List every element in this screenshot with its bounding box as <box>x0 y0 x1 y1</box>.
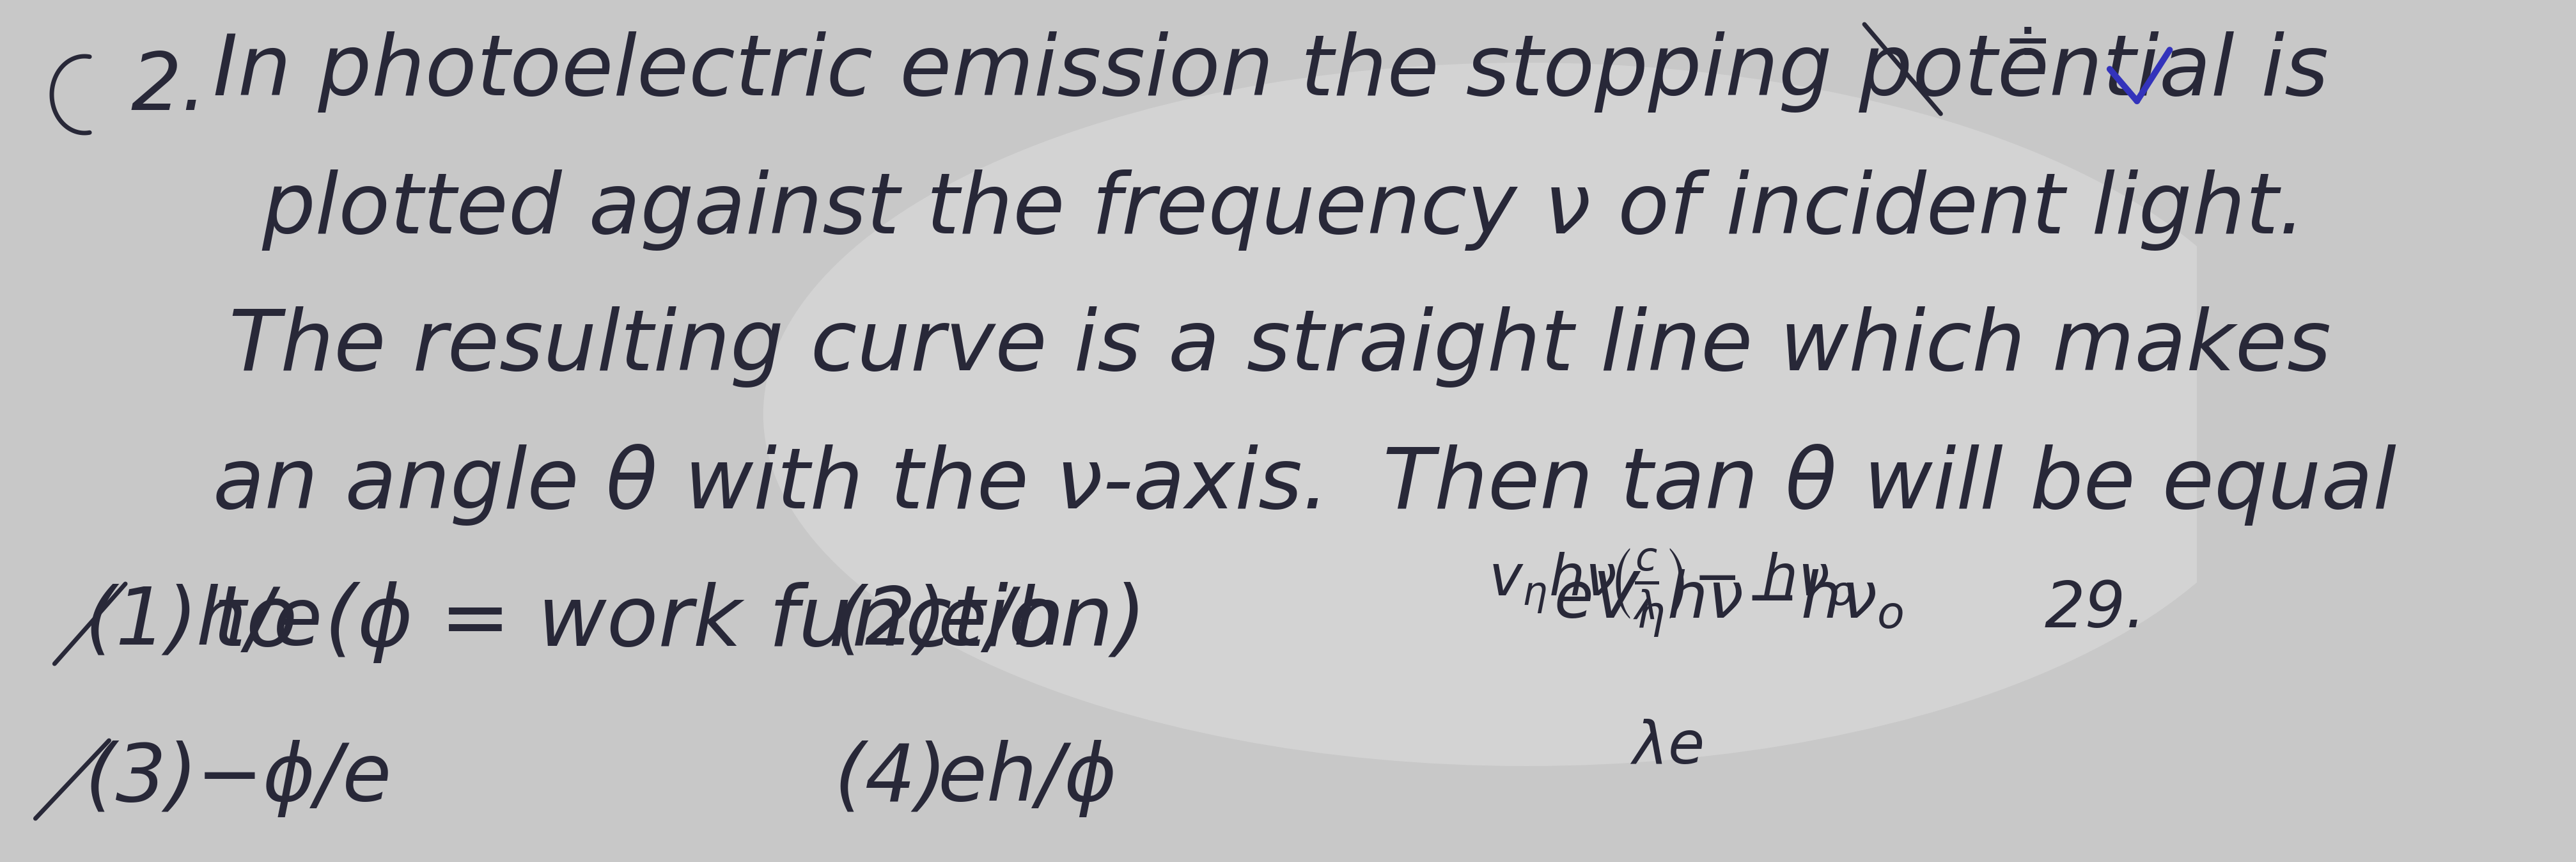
Text: ÷: ÷ <box>2004 16 2050 72</box>
Text: to (ϕ = work function): to (ϕ = work function) <box>214 581 1146 663</box>
Text: 29.: 29. <box>2043 578 2146 640</box>
Text: 2.: 2. <box>131 49 206 127</box>
Text: plotted against the frequency ν of incident light.: plotted against the frequency ν of incid… <box>263 169 2306 250</box>
Text: $\lambda e$: $\lambda e$ <box>1631 718 1703 776</box>
Text: (4): (4) <box>835 740 948 817</box>
Text: The resulting curve is a straight line which makes: The resulting curve is a straight line w… <box>229 307 2331 388</box>
Text: h/e: h/e <box>196 584 322 661</box>
Text: $eV_{\mathregular{\eta}}h\nu\!-\!h\nu_{\mathregular{o}}$: $eV_{\mathregular{\eta}}h\nu\!-\!h\nu_{\… <box>1553 568 1904 638</box>
Text: (3): (3) <box>85 740 198 817</box>
Text: an angle θ with the ν-axis.  Then tan θ will be equal: an angle θ with the ν-axis. Then tan θ w… <box>214 444 2396 526</box>
Text: In photoelectric emission the stopping potential is: In photoelectric emission the stopping p… <box>214 32 2329 113</box>
Text: (2): (2) <box>835 584 948 661</box>
Text: $v_{\mathregular{\eta}}h\nu\!\left(\frac{c}{\lambda}\right)\!-\,h\nu_{\mathregul: $v_{\mathregular{\eta}}h\nu\!\left(\frac… <box>1489 547 1852 621</box>
Text: e/h: e/h <box>938 584 1064 661</box>
Text: −ϕ/e: −ϕ/e <box>196 740 392 817</box>
Ellipse shape <box>762 63 2290 766</box>
Text: eh/ϕ: eh/ϕ <box>938 740 1118 817</box>
Text: (1): (1) <box>85 584 198 661</box>
